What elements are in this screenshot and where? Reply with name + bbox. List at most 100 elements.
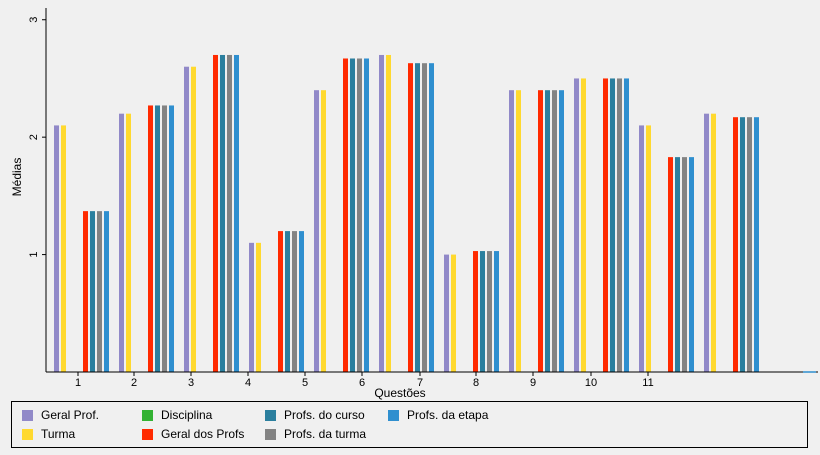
bar-g18-profs-da-turma	[617, 78, 622, 373]
bar-g12-profs-do-curso	[415, 63, 420, 372]
legend-label: Geral Prof.	[41, 408, 100, 422]
bar-g8-profs-do-curso	[285, 231, 290, 372]
bar-g5-turma	[191, 66, 196, 372]
bar-g19-geral-prof-	[639, 125, 644, 372]
bar-g4-profs-do-curso	[155, 105, 160, 372]
bar-g17-geral-prof-	[574, 78, 579, 373]
bar-g20-profs-do-curso	[675, 157, 680, 372]
bar-g11-geral-prof-	[379, 54, 384, 372]
bar-g3-geral-prof-	[119, 113, 124, 372]
bar-g10-geral-dos-profs	[343, 58, 348, 372]
bar-g6-profs-da-turma	[227, 54, 232, 372]
bar-g7-turma	[256, 242, 261, 372]
legend-label: Disciplina	[161, 408, 213, 422]
bar-g18-geral-dos-profs	[603, 78, 608, 373]
bar-g16-profs-da-turma	[552, 90, 557, 373]
bar-g19-turma	[646, 125, 651, 372]
bar-g15-turma	[516, 90, 521, 373]
legend-label: Profs. do curso	[284, 408, 365, 422]
bar-g9-geral-prof-	[314, 90, 319, 373]
legend-label: Profs. da etapa	[407, 408, 489, 422]
bar-g21-geral-prof-	[704, 113, 709, 372]
bar-g21-turma	[711, 113, 716, 372]
bar-g8-geral-dos-profs	[278, 231, 283, 372]
x-ticks: 1 2 3 4 5 6 7 8 9 10 11	[75, 372, 654, 389]
bar-g20-geral-dos-profs	[668, 157, 673, 372]
bar-g6-geral-dos-profs	[213, 54, 218, 372]
x-tick-label: 11	[642, 377, 653, 389]
x-tick-label: 5	[302, 377, 308, 389]
bar-g2-geral-dos-profs	[83, 211, 88, 372]
bar-g13-turma	[451, 254, 456, 372]
bar-g8-profs-da-turma	[292, 231, 297, 372]
bar-g10-profs-da-turma	[357, 58, 362, 372]
bar-g12-geral-dos-profs	[408, 63, 413, 372]
bar-g22-geral-dos-profs	[733, 117, 738, 372]
x-tick-label: 4	[245, 377, 251, 389]
y-axis-label: Médias	[10, 158, 24, 197]
x-tick-label: 9	[530, 377, 536, 389]
legend-swatch	[388, 409, 399, 421]
legend-swatch	[142, 428, 153, 440]
bar-g20-profs-da-turma	[682, 157, 687, 372]
bar-chart: 1 2 3 1 2 3 4 5 6 7 8 9 10 11 Médias Questões	[10, 8, 818, 400]
x-tick-label: 1	[75, 377, 81, 389]
bar-g6-profs-da-etapa	[234, 54, 239, 372]
bar-g8-profs-da-etapa	[299, 231, 304, 372]
legend-item: Profs. do curso	[265, 408, 365, 422]
bar-g12-profs-da-etapa	[429, 63, 434, 372]
legend-item: Geral Prof.	[22, 408, 99, 422]
bar-g9-turma	[321, 90, 326, 373]
y-tick-label: 2	[28, 134, 40, 140]
legend-swatch	[265, 428, 276, 440]
y-ticks: 1 2 3	[28, 17, 46, 258]
x-tick-label: 10	[585, 377, 597, 389]
bar-g2-profs-da-etapa	[104, 211, 109, 372]
legend-item: Turma	[22, 427, 75, 441]
bar-g22-profs-do-curso	[740, 117, 745, 372]
legend-swatch	[142, 409, 153, 421]
bar-g14-profs-da-turma	[487, 251, 492, 372]
x-tick-label: 8	[473, 377, 479, 389]
bar-g14-profs-da-etapa	[494, 251, 499, 372]
x-tick-label: 2	[131, 377, 137, 389]
legend-label: Geral dos Profs	[161, 427, 245, 441]
bar-g13-geral-prof-	[444, 254, 449, 372]
legend-item: Geral dos Profs	[142, 427, 244, 441]
bar-g18-profs-do-curso	[610, 78, 615, 373]
legend-swatch	[22, 409, 33, 421]
legend-label: Turma	[41, 427, 76, 441]
legend-item: Profs. da etapa	[388, 408, 488, 422]
legend: Geral Prof. Turma Disciplina Geral dos Prof…	[11, 401, 808, 448]
bar-g10-profs-da-etapa	[364, 58, 369, 372]
bars-layer	[54, 54, 759, 373]
bar-g1-geral-prof-	[54, 125, 59, 372]
bar-g16-profs-da-etapa	[559, 90, 564, 373]
x-tick-label: 7	[417, 377, 423, 389]
bar-g4-geral-dos-profs	[148, 105, 153, 372]
x-tick-label: 6	[359, 377, 365, 389]
x-tick-label: 3	[188, 377, 194, 389]
bar-g16-profs-do-curso	[545, 90, 550, 373]
bar-g22-profs-da-turma	[747, 117, 752, 372]
bar-g15-geral-prof-	[509, 90, 514, 373]
bar-g11-turma	[386, 54, 391, 372]
legend-item: Profs. da turma	[265, 427, 366, 441]
legend-swatch	[22, 428, 33, 440]
legend-item: Disciplina	[142, 408, 212, 422]
bar-g3-turma	[126, 113, 131, 372]
legend-label: Profs. da turma	[284, 427, 367, 441]
bar-g14-profs-do-curso	[480, 251, 485, 372]
bar-g22-profs-da-etapa	[754, 117, 759, 372]
x-axis-label: Questões	[374, 386, 425, 400]
bar-g20-profs-da-etapa	[689, 157, 694, 372]
bar-g4-profs-da-etapa	[169, 105, 174, 372]
bar-g10-profs-do-curso	[350, 58, 355, 372]
bar-g5-geral-prof-	[184, 66, 189, 372]
bar-g4-profs-da-turma	[162, 105, 167, 372]
bar-g17-turma	[581, 78, 586, 373]
bar-g2-profs-da-turma	[97, 211, 102, 372]
legend-swatch	[265, 409, 276, 421]
bar-g1-turma	[61, 125, 66, 372]
bar-g2-profs-do-curso	[90, 211, 95, 372]
